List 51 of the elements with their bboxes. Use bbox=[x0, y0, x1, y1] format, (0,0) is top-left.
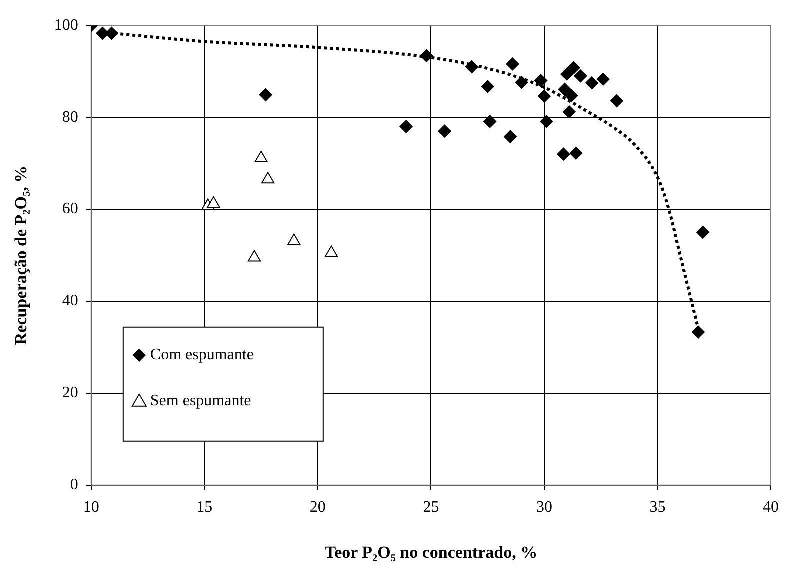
point bbox=[574, 70, 588, 83]
point bbox=[538, 90, 551, 103]
point bbox=[96, 26, 110, 40]
point bbox=[262, 172, 275, 184]
point bbox=[610, 94, 624, 108]
point bbox=[565, 89, 578, 102]
x-tick-label: 40 bbox=[763, 499, 779, 516]
point bbox=[484, 115, 497, 128]
point bbox=[696, 226, 710, 240]
point bbox=[400, 120, 413, 134]
x-tick-label: 35 bbox=[650, 499, 666, 516]
point bbox=[259, 88, 272, 102]
point bbox=[596, 72, 610, 86]
point bbox=[506, 58, 520, 71]
y-tick-label: 40 bbox=[62, 292, 78, 310]
point bbox=[324, 246, 338, 258]
point bbox=[420, 49, 434, 62]
point bbox=[515, 76, 528, 90]
point bbox=[288, 234, 301, 246]
point bbox=[560, 68, 574, 81]
x-axis-title: Teor P₂O₅ no concentrado, % bbox=[324, 543, 538, 562]
x-tick-label: 20 bbox=[310, 499, 326, 516]
point bbox=[465, 60, 478, 74]
point bbox=[557, 148, 570, 161]
y-tick-label: 20 bbox=[62, 384, 78, 402]
point bbox=[558, 83, 572, 96]
point bbox=[254, 150, 268, 162]
legend-label: Sem espumante bbox=[150, 392, 252, 410]
point bbox=[207, 196, 220, 208]
point bbox=[567, 61, 580, 74]
point bbox=[570, 146, 583, 160]
y-axis-title: Recuperação de P₂O₅, % bbox=[12, 166, 31, 346]
point bbox=[248, 250, 262, 262]
y-tick-label: 60 bbox=[62, 200, 78, 218]
point bbox=[540, 115, 554, 128]
point bbox=[504, 130, 517, 144]
x-tick-label: 30 bbox=[536, 499, 552, 516]
point bbox=[586, 76, 599, 90]
x-tick-label: 15 bbox=[196, 499, 213, 516]
y-tick-label: 0 bbox=[70, 476, 78, 494]
point bbox=[562, 106, 576, 119]
point bbox=[534, 74, 548, 88]
point bbox=[438, 124, 452, 138]
y-tick-label: 100 bbox=[54, 16, 78, 34]
point bbox=[105, 26, 118, 40]
point bbox=[692, 326, 706, 339]
x-tick-label: 10 bbox=[83, 499, 100, 516]
y-tick-label: 80 bbox=[62, 108, 78, 126]
legend-label: Com espumante bbox=[150, 346, 254, 364]
x-tick-label: 25 bbox=[423, 499, 440, 516]
point bbox=[481, 80, 494, 94]
